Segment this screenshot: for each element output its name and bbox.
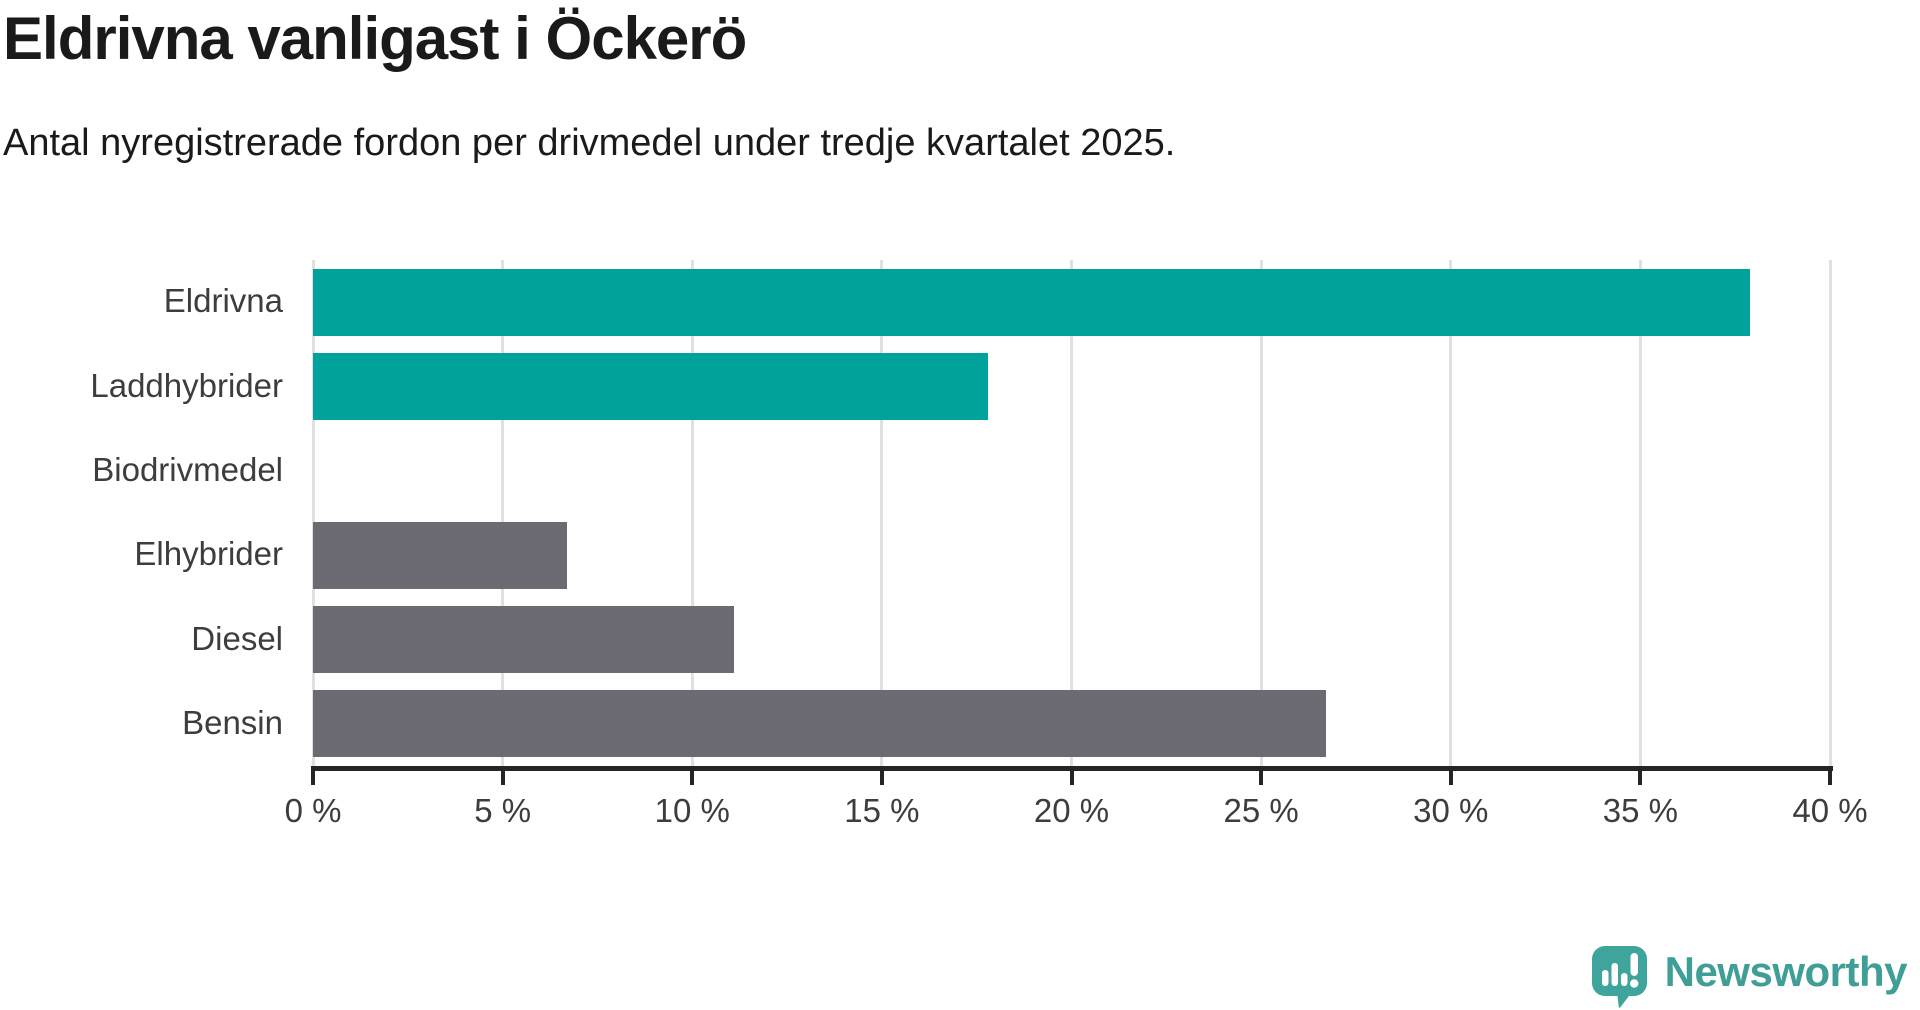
x-axis-tick-label-20: 20 %: [1033, 792, 1110, 829]
x-axis-tick-20: [1069, 771, 1074, 785]
bar-bensin: [313, 690, 1326, 758]
category-label-bensin: Bensin: [182, 703, 283, 741]
gridline-35: [1638, 260, 1642, 766]
gridline-25: [1259, 260, 1263, 766]
gridline-30: [1449, 260, 1453, 766]
x-axis-line: [311, 766, 1833, 771]
x-axis-tick-5: [500, 771, 505, 785]
x-axis-tick-10: [690, 771, 695, 785]
category-label-laddhybrider: Laddhybrider: [90, 366, 283, 404]
newsworthy-speech-bubble-chart-icon: [1591, 946, 1647, 1008]
category-label-elhybrider: Elhybrider: [134, 535, 283, 573]
category-label-diesel: Diesel: [191, 619, 283, 657]
x-axis-tick-label-30: 30 %: [1413, 792, 1489, 829]
x-axis-tick-label-40: 40 %: [1792, 792, 1868, 829]
chart-title: Eldrivna vanligast i Öckerö: [3, 5, 747, 72]
gridline-40: [1828, 260, 1832, 766]
newsworthy-logo-text: Newsworthy: [1664, 947, 1908, 995]
x-axis-tick-label-15: 15 %: [844, 792, 920, 829]
gridline-5: [501, 260, 505, 766]
gridline-20: [1070, 260, 1073, 766]
newsworthy-logo: Newsworthy: [1591, 945, 1908, 1008]
category-label-eldrivna: Eldrivna: [163, 282, 283, 320]
gridline-15: [880, 260, 884, 766]
bar-diesel: [313, 606, 734, 673]
x-axis-tick-30: [1448, 771, 1453, 785]
x-axis-tick-label-10: 10 %: [654, 792, 730, 829]
x-axis-tick-0: [311, 771, 315, 785]
gridline-10: [690, 260, 694, 766]
bar-eldrivna: [313, 268, 1751, 336]
x-axis-tick-label-35: 35 %: [1602, 792, 1678, 829]
bar-laddhybrider: [313, 353, 989, 420]
x-axis-tick-40: [1828, 771, 1832, 785]
x-axis-tick-label-25: 25 %: [1223, 792, 1299, 829]
chart-subtitle: Antal nyregistrerade fordon per drivmede…: [3, 122, 1176, 164]
x-axis-tick-35: [1638, 771, 1643, 785]
bar-elhybrider: [313, 521, 568, 589]
x-axis-tick-label-5: 5 %: [474, 792, 532, 829]
x-axis-tick-15: [879, 771, 884, 785]
x-axis-tick-25: [1259, 771, 1264, 785]
category-label-biodrivmedel: Biodrivmedel: [92, 450, 283, 488]
gridline-0: [311, 260, 315, 766]
x-axis-tick-label-0: 0 %: [284, 792, 342, 829]
